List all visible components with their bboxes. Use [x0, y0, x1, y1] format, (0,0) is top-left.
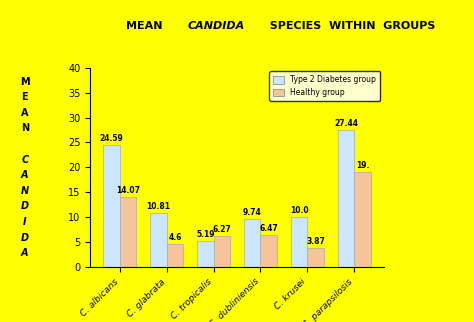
Bar — [103, 145, 120, 267]
Bar — [354, 173, 371, 267]
Bar — [197, 242, 214, 267]
Text: C: C — [21, 155, 28, 165]
Text: A: A — [21, 108, 28, 118]
Text: 6.27: 6.27 — [212, 225, 231, 234]
Text: MEAN: MEAN — [127, 21, 171, 31]
Legend: Type 2 Diabetes group, Healthy group: Type 2 Diabetes group, Healthy group — [269, 71, 380, 101]
Text: N: N — [21, 123, 29, 133]
Bar — [260, 235, 277, 267]
Text: CANDIDA: CANDIDA — [188, 21, 245, 31]
Text: 3.87: 3.87 — [306, 237, 325, 246]
Text: 5.19: 5.19 — [196, 230, 215, 239]
Bar — [244, 219, 260, 267]
Text: E: E — [22, 92, 28, 102]
Text: A: A — [21, 170, 28, 180]
Bar — [291, 217, 307, 267]
Text: A: A — [21, 248, 28, 258]
Text: SPECIES  WITHIN  GROUPS: SPECIES WITHIN GROUPS — [262, 21, 435, 31]
Bar — [214, 236, 230, 267]
Text: I: I — [23, 217, 27, 227]
Text: 24.59: 24.59 — [100, 134, 124, 143]
Text: 4.6: 4.6 — [168, 233, 182, 242]
Text: 10.0: 10.0 — [290, 206, 309, 215]
Bar — [120, 197, 136, 267]
Bar — [307, 248, 324, 267]
Text: N: N — [21, 186, 29, 196]
Text: 19.: 19. — [356, 161, 369, 170]
Bar — [167, 244, 183, 267]
Text: 10.81: 10.81 — [146, 202, 171, 211]
Text: 9.74: 9.74 — [243, 208, 262, 217]
Text: M: M — [20, 77, 30, 87]
Text: D: D — [21, 233, 29, 243]
Bar — [338, 130, 354, 267]
Text: 27.44: 27.44 — [334, 119, 358, 128]
Bar — [150, 213, 167, 267]
Text: D: D — [21, 202, 29, 212]
Text: 14.07: 14.07 — [116, 186, 140, 195]
Text: 6.47: 6.47 — [259, 224, 278, 233]
